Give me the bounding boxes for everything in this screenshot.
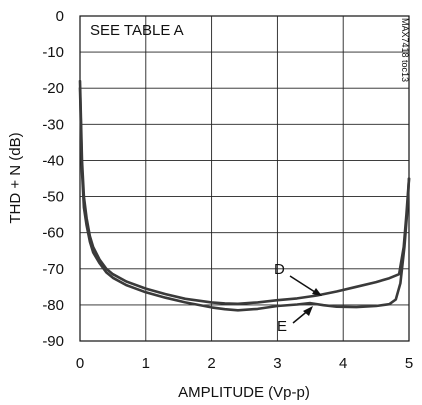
series-line-2 <box>78 86 411 312</box>
y-tick-label: -90 <box>42 333 64 350</box>
figure-code: MAX7418 toc13 <box>400 18 410 82</box>
y-tick-label: -80 <box>42 297 64 314</box>
x-tick-labels: 0 1 2 3 4 5 <box>76 355 413 372</box>
y-tick-label: -40 <box>42 152 64 169</box>
y-tick-label: -70 <box>42 261 64 278</box>
y-tick-label: -60 <box>42 225 64 242</box>
y-tick-label: -50 <box>42 189 64 206</box>
x-axis-label: AMPLITUDE (Vp-p) <box>178 384 310 401</box>
x-tick-label: 0 <box>76 355 84 372</box>
label-d: D <box>274 261 285 278</box>
x-tick-label: 2 <box>207 355 215 372</box>
x-tick-label: 1 <box>142 355 150 372</box>
series-line-1 <box>78 79 411 306</box>
grid <box>80 16 409 341</box>
series-group <box>78 79 411 312</box>
x-tick-label: 5 <box>405 355 413 372</box>
plot-area <box>78 15 411 342</box>
y-tick-label: -20 <box>42 80 64 97</box>
x-tick-label: 3 <box>273 355 281 372</box>
arrow-d-shaft <box>289 275 319 295</box>
table-note: SEE TABLE A <box>90 22 184 39</box>
label-e: E <box>277 318 287 335</box>
plot-frame <box>79 15 410 342</box>
y-tick-labels: 0 -10 -20 -30 -40 -50 -60 -70 -80 -90 <box>42 8 64 350</box>
y-tick-label: 0 <box>56 8 64 25</box>
y-tick-label: -10 <box>42 44 64 61</box>
arrow-e-head <box>303 306 313 316</box>
y-axis-label: THD + N (dB) <box>7 132 24 223</box>
y-tick-label: -30 <box>42 116 64 133</box>
x-tick-label: 4 <box>339 355 347 372</box>
arrow-d-head <box>312 288 322 296</box>
